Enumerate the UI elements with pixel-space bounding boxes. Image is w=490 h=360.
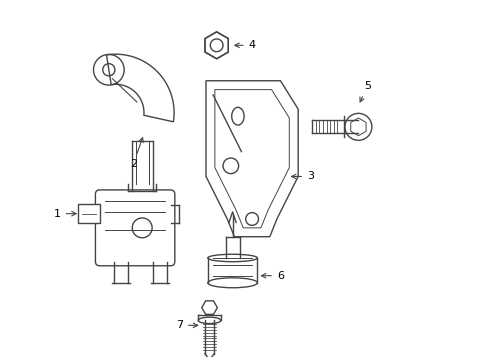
PathPatch shape xyxy=(206,81,298,237)
Text: 2: 2 xyxy=(130,138,143,169)
Text: 5: 5 xyxy=(360,81,371,102)
Bar xyxy=(78,204,99,224)
Text: 7: 7 xyxy=(176,320,198,330)
FancyBboxPatch shape xyxy=(96,190,175,266)
Text: 1: 1 xyxy=(54,209,76,219)
Text: 6: 6 xyxy=(262,271,284,281)
PathPatch shape xyxy=(106,54,174,122)
Polygon shape xyxy=(351,118,366,136)
Text: 4: 4 xyxy=(235,40,256,50)
Text: 3: 3 xyxy=(292,171,314,181)
Polygon shape xyxy=(205,32,228,59)
PathPatch shape xyxy=(215,90,289,228)
Polygon shape xyxy=(202,301,218,314)
